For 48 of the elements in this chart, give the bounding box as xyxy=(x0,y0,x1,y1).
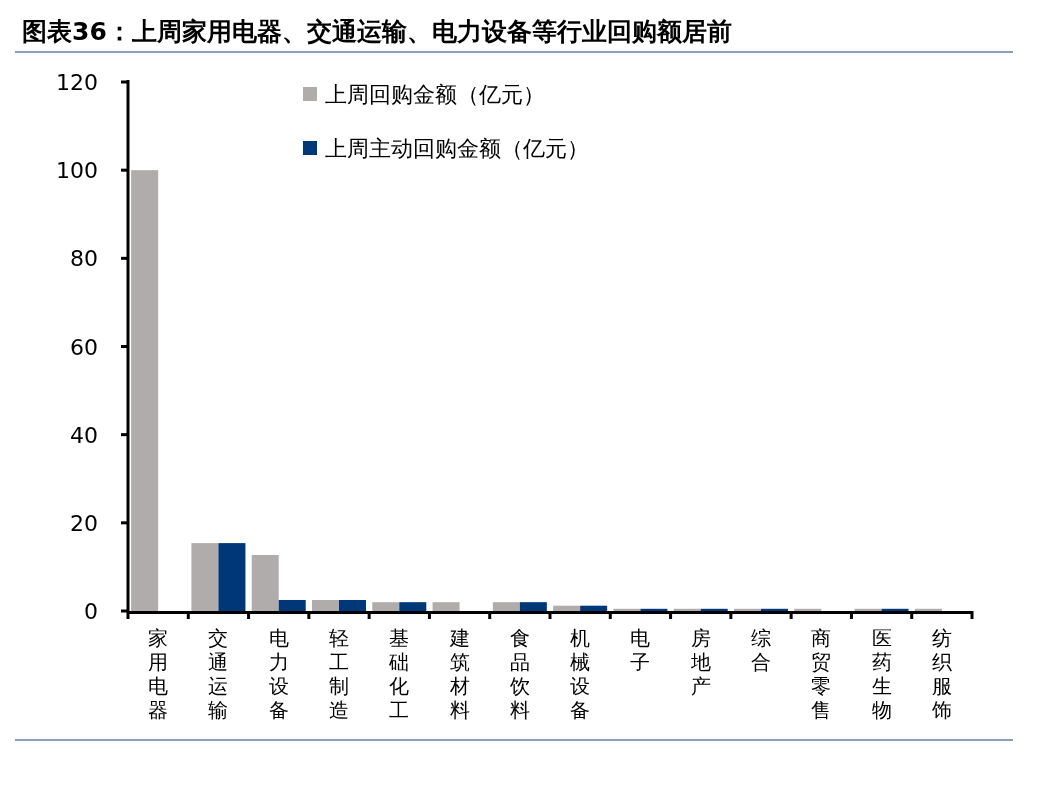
bar xyxy=(251,555,279,611)
bar xyxy=(278,599,306,611)
bar xyxy=(854,608,882,611)
bar xyxy=(794,608,822,611)
x-tick-label: 建筑材料 xyxy=(448,626,470,722)
x-tick-label: 机械设备 xyxy=(570,626,591,722)
x-tick-label: 纺织服饰 xyxy=(930,626,952,722)
y-tick-label: 60 xyxy=(70,334,98,360)
bar xyxy=(218,543,246,611)
y-tick-label: 80 xyxy=(70,246,98,272)
y-tick-label: 100 xyxy=(56,158,98,184)
y-tick-label: 40 xyxy=(70,422,98,448)
y-tick-label: 0 xyxy=(84,599,98,624)
bar xyxy=(519,602,547,611)
x-tick-label: 轻工制造 xyxy=(329,626,349,722)
bar xyxy=(613,608,641,611)
y-tick-label: 20 xyxy=(70,510,98,536)
legend-label: 上周主动回购金额（亿元） xyxy=(325,136,589,161)
x-tick-label: 商贸零售 xyxy=(811,626,832,722)
bar xyxy=(914,608,942,611)
bar xyxy=(191,543,219,611)
x-tick-label: 食品饮料 xyxy=(508,626,530,722)
bar xyxy=(640,608,668,611)
bar xyxy=(339,599,366,611)
x-tick-label: 电子 xyxy=(630,626,651,674)
bar xyxy=(700,608,728,611)
bar xyxy=(432,602,460,611)
x-tick-label: 电力设备 xyxy=(268,626,289,722)
x-tick-label: 医药生物 xyxy=(871,626,892,722)
x-tick-label: 家用电器 xyxy=(148,626,169,722)
x-tick-label: 综合 xyxy=(751,626,771,674)
bar xyxy=(881,608,909,611)
x-tick-label: 基础化工 xyxy=(388,626,410,722)
bar xyxy=(372,602,400,611)
bar xyxy=(734,608,761,611)
x-tick-label: 交通运输 xyxy=(208,626,229,722)
bar xyxy=(492,602,520,611)
bar xyxy=(580,605,608,611)
bar xyxy=(312,599,339,611)
legend-label: 上周回购金额（亿元） xyxy=(325,82,545,107)
y-tick-label: 120 xyxy=(56,70,98,95)
bar xyxy=(131,170,159,611)
bar xyxy=(399,602,427,611)
bar xyxy=(673,608,701,611)
x-tick-label: 房地产 xyxy=(689,626,711,698)
bar xyxy=(761,608,788,611)
bar xyxy=(553,605,581,611)
chart-title: 图表36：上周家用电器、交通运输、电力设备等行业回购额居前 xyxy=(22,17,732,46)
